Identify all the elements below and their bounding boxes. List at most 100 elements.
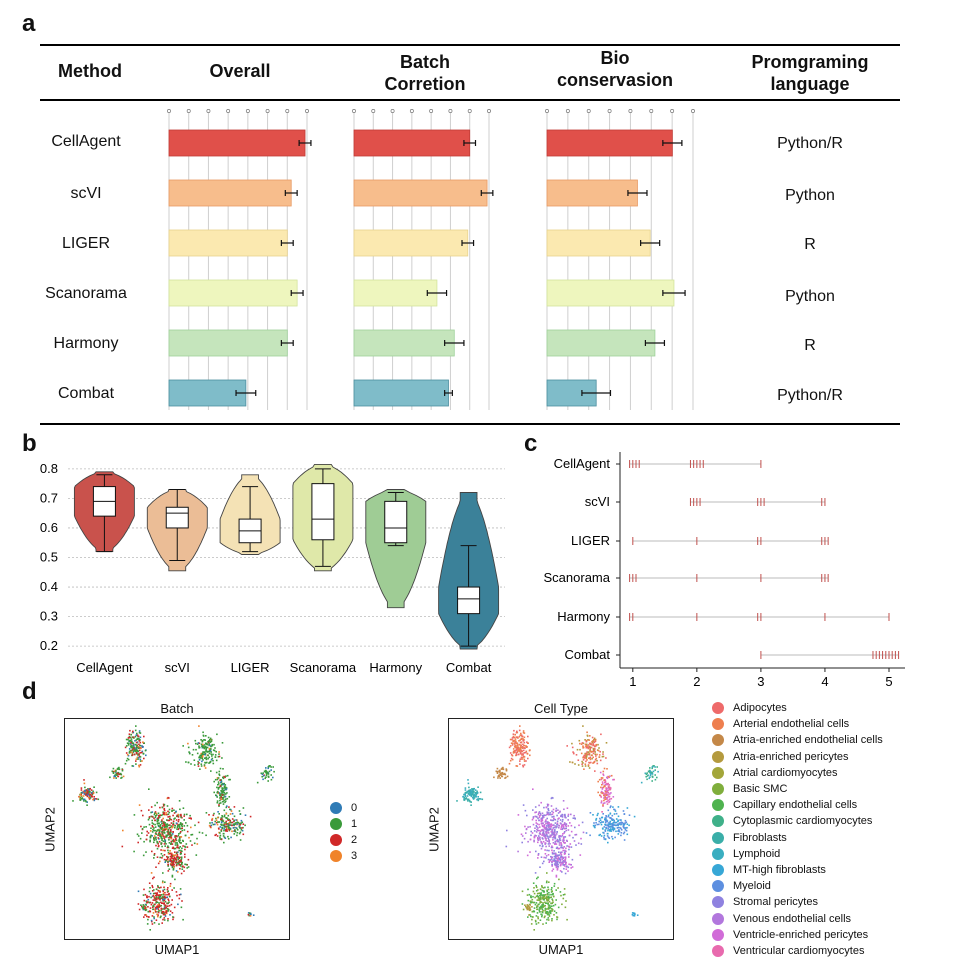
header-bio-line1: Bio bbox=[600, 48, 630, 68]
cell-point bbox=[605, 742, 608, 744]
cell-point bbox=[615, 821, 617, 824]
cell-point bbox=[571, 866, 574, 868]
cell-point bbox=[222, 798, 224, 800]
cell-point bbox=[172, 862, 174, 865]
cell-point bbox=[510, 757, 513, 760]
cell-point bbox=[205, 758, 208, 761]
cell-point bbox=[87, 788, 89, 790]
cell-point bbox=[137, 835, 140, 837]
cell-point bbox=[151, 825, 154, 827]
cell-point bbox=[162, 813, 164, 816]
cell-point bbox=[168, 827, 171, 829]
cell-point bbox=[175, 837, 177, 840]
cell-point bbox=[539, 898, 542, 901]
cell-point bbox=[526, 908, 529, 911]
cell-point bbox=[95, 791, 98, 794]
cell-point bbox=[178, 837, 181, 839]
cell-point bbox=[227, 835, 229, 838]
cell-point bbox=[213, 812, 215, 815]
cell-point bbox=[190, 817, 192, 819]
cell-point bbox=[614, 836, 616, 839]
cell-point bbox=[596, 823, 599, 826]
cell-point bbox=[557, 866, 559, 868]
cell-point bbox=[585, 746, 588, 749]
legend-swatch bbox=[712, 718, 724, 731]
cell-point bbox=[174, 836, 176, 839]
cell-point bbox=[541, 885, 543, 887]
cell-point bbox=[607, 799, 609, 802]
cell-point bbox=[151, 831, 154, 833]
cell-point bbox=[605, 757, 607, 759]
cell-point bbox=[112, 770, 115, 773]
cell-point bbox=[582, 747, 584, 749]
cell-point bbox=[608, 795, 611, 798]
legend-label: Lymphoid bbox=[733, 847, 781, 860]
cell-point bbox=[524, 809, 527, 812]
cell-point bbox=[558, 817, 560, 819]
cell-point bbox=[131, 745, 134, 747]
cell-point bbox=[610, 825, 613, 827]
cell-point bbox=[160, 835, 163, 837]
cell-point bbox=[547, 898, 550, 900]
cell-point bbox=[569, 863, 572, 866]
cell-point bbox=[197, 742, 200, 744]
cell-point bbox=[159, 830, 161, 832]
cell-point bbox=[155, 837, 157, 839]
cell-point bbox=[217, 781, 220, 783]
cell-point bbox=[153, 835, 156, 837]
cell-point bbox=[657, 770, 659, 773]
cell-point bbox=[573, 840, 576, 842]
cell-point bbox=[550, 831, 553, 833]
cell-point bbox=[606, 790, 608, 792]
cell-point bbox=[138, 764, 140, 767]
cell-point bbox=[155, 815, 157, 817]
cell-point bbox=[177, 824, 179, 826]
cell-point bbox=[515, 752, 518, 754]
cell-point bbox=[163, 807, 166, 810]
cell-point bbox=[581, 821, 584, 824]
cell-point bbox=[173, 854, 176, 857]
cell-point bbox=[171, 843, 174, 845]
cell-point bbox=[138, 749, 141, 752]
cell-point bbox=[186, 830, 189, 833]
cell-point bbox=[563, 867, 565, 870]
cell-point bbox=[591, 740, 593, 743]
cell-point bbox=[114, 775, 117, 778]
cell-point bbox=[177, 851, 179, 853]
cell-point bbox=[585, 756, 588, 758]
cell-point bbox=[562, 863, 564, 865]
cell-point bbox=[183, 819, 185, 821]
cell-point bbox=[528, 914, 530, 916]
cell-point bbox=[537, 829, 539, 832]
cell-point bbox=[512, 752, 515, 754]
cell-point bbox=[146, 895, 148, 897]
cell-point bbox=[167, 834, 169, 836]
cell-point bbox=[541, 911, 543, 913]
cell-point bbox=[219, 836, 221, 839]
cell-point bbox=[180, 849, 182, 852]
legend-label: Atrial cardiomyocytes bbox=[733, 766, 838, 779]
cell-point bbox=[597, 749, 600, 752]
cell-point bbox=[624, 829, 627, 831]
cell-point bbox=[534, 827, 536, 829]
cell-point bbox=[547, 807, 550, 810]
cell-point bbox=[519, 725, 521, 727]
cell-point bbox=[145, 904, 147, 906]
cell-point bbox=[552, 835, 555, 838]
cell-point bbox=[623, 839, 626, 841]
cell-point bbox=[552, 808, 555, 811]
cell-point bbox=[212, 814, 215, 817]
cell-point bbox=[552, 831, 555, 834]
cell-point bbox=[499, 777, 501, 779]
tick-mark bbox=[371, 109, 376, 113]
cell-point bbox=[538, 816, 541, 819]
cell-point bbox=[605, 788, 608, 791]
cell-point bbox=[147, 910, 150, 913]
cell-point bbox=[146, 915, 148, 918]
cell-point bbox=[228, 822, 231, 824]
cell-point bbox=[116, 774, 118, 776]
cell-point bbox=[527, 899, 530, 902]
cell-point bbox=[515, 749, 518, 751]
cell-point bbox=[466, 790, 469, 793]
cell-point bbox=[542, 902, 544, 904]
